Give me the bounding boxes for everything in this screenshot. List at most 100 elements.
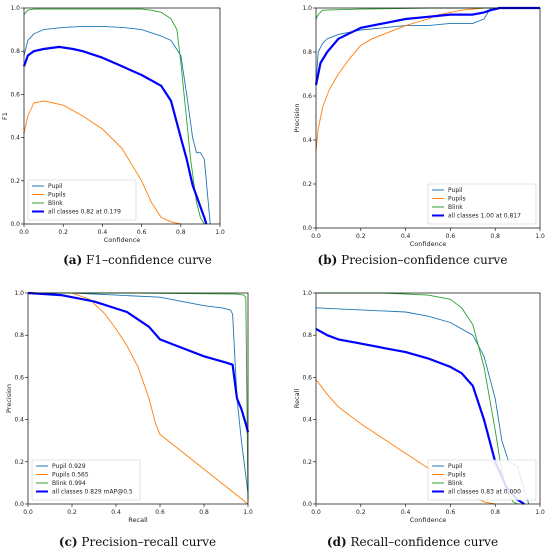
y-tick-label: 0.2 — [10, 178, 20, 185]
caption-tag-a: (a) — [63, 253, 83, 267]
caption-tag-b: (b) — [317, 253, 338, 267]
y-tick-label: 0.8 — [302, 49, 312, 56]
caption-text-b: Precision–confidence curve — [341, 253, 508, 267]
y-tick-label: 1.0 — [302, 5, 312, 12]
y-axis-label: Precision — [5, 384, 13, 413]
x-tick-label: 0.6 — [137, 229, 147, 236]
legend-label-pupil: Pupil — [48, 183, 63, 190]
y-tick-label: 0.8 — [14, 332, 24, 339]
legend-label-pupil: Pupil 0.929 — [52, 463, 86, 470]
x-tick-label: 0.4 — [401, 233, 411, 240]
caption-tag-c: (c) — [58, 535, 78, 549]
x-tick-label: 0.8 — [199, 509, 209, 516]
legend-label-blink: Blink — [48, 200, 63, 207]
legend-box — [31, 459, 141, 501]
x-tick-label: 1.0 — [215, 229, 225, 236]
caption-text-a: F1–confidence curve — [86, 253, 212, 267]
series-line-all — [27, 291, 250, 433]
caption-c: (c) Precision–recall curve — [0, 535, 275, 549]
legend-label-pupils: Pupils — [448, 196, 466, 203]
series-line-pupils — [23, 100, 181, 225]
plot-frame — [315, 7, 541, 229]
caption-d: (d) Recall–confidence curve — [275, 535, 550, 549]
caption-text-c: Precision–recall curve — [81, 535, 217, 549]
chart-1: 0.0 0.2 0.4 0.6 0.8 1.0 0.0 0.2 0.4 0.6 0.8 1.0 Conf… — [1, 5, 225, 244]
y-tick-label: 0.8 — [302, 332, 312, 339]
y-tick-label: 0.4 — [302, 417, 312, 424]
y-tick-label: 0.4 — [10, 135, 20, 142]
y-tick-label: 0.2 — [14, 459, 24, 466]
x-tick-label: 0.0 — [311, 509, 321, 516]
x-tick-label: 0.8 — [490, 233, 500, 240]
y-tick-label: 0.0 — [10, 221, 20, 228]
y-tick-label: 0.6 — [10, 91, 20, 98]
x-tick-label: 0.8 — [490, 509, 500, 516]
x-tick-label: 0.4 — [111, 509, 121, 516]
x-tick-label: 0.0 — [23, 509, 33, 516]
series-line-pupils — [315, 7, 540, 152]
y-axis-label: Recall — [293, 389, 301, 409]
x-tick-label: 0.4 — [98, 229, 108, 236]
series-line-pupil — [23, 25, 211, 225]
y-tick-label: 1.0 — [10, 5, 20, 12]
x-tick-label: 0.4 — [401, 509, 411, 516]
series-line-pupils — [28, 292, 249, 505]
y-tick-label: 0.0 — [302, 225, 312, 232]
x-axis-label: Confidence — [410, 516, 447, 524]
legend-label-blink: Blink 0.994 — [52, 480, 86, 487]
y-tick-label: 0.0 — [302, 501, 312, 508]
y-tick-label: 0.6 — [302, 93, 312, 100]
x-tick-label: 0.8 — [176, 229, 186, 236]
x-tick-label: 1.0 — [535, 233, 545, 240]
chart-2: 0.0 0.2 0.4 0.6 0.8 1.0 0.0 0.2 0.4 0.6 0.8 1.0 Conf… — [293, 5, 545, 248]
legend-box — [427, 183, 537, 225]
x-tick-label: 0.2 — [67, 509, 77, 516]
legend-label-pupil: Pupil — [448, 463, 463, 470]
x-tick-label: 0.2 — [356, 509, 366, 516]
chart-3: 0.0 0.2 0.4 0.6 0.8 1.0 0.0 0.2 0.4 0.6 0.8 1.0 Reca… — [5, 290, 253, 524]
y-tick-label: 0.4 — [14, 417, 24, 424]
y-tick-label: 0.2 — [302, 459, 312, 466]
legend-label-blink: Blink — [448, 480, 463, 487]
x-axis-label: Recall — [128, 516, 148, 524]
y-tick-label: 0.4 — [302, 137, 312, 144]
series-line-all — [314, 6, 540, 86]
x-tick-label: 0.6 — [155, 509, 165, 516]
plot-frame — [23, 7, 221, 225]
caption-text-d: Recall–confidence curve — [350, 535, 499, 549]
legend-label-pupils: Pupils — [48, 192, 66, 199]
plot-frame — [27, 292, 249, 505]
x-tick-label: 0.6 — [446, 233, 456, 240]
caption-tag-d: (d) — [326, 535, 347, 549]
legend-label-all: all classes 0.82 at 0.179 — [48, 209, 121, 216]
x-axis-label: Confidence — [104, 236, 141, 244]
plot-frame — [315, 292, 541, 505]
legend-label-pupil: Pupil — [448, 187, 463, 194]
legend-label-all: all classes 1.00 at 0.817 — [448, 213, 521, 220]
legend-box — [427, 459, 537, 501]
y-tick-label: 0.6 — [14, 374, 24, 381]
y-axis-label: F1 — [1, 112, 9, 120]
series-line-pupil — [28, 292, 249, 494]
chart-4: 0.0 0.2 0.4 0.6 0.8 1.0 0.0 0.2 0.4 0.6 0.8 1.0 Conf… — [293, 290, 545, 524]
caption-b: (b) Precision–confidence curve — [275, 253, 550, 267]
y-tick-label: 1.0 — [302, 290, 312, 297]
legend-label-pupils: Pupils — [448, 472, 466, 479]
legend-box — [27, 179, 137, 221]
legend-label-all: all classes 0.83 at 0.000 — [448, 489, 521, 496]
legend-label-all: all classes 0.829 mAP@0.5 — [52, 489, 133, 496]
y-tick-label: 0.6 — [302, 374, 312, 381]
y-tick-label: 0.0 — [14, 501, 24, 508]
caption-a: (a) F1–confidence curve — [0, 253, 275, 267]
legend-label-blink: Blink — [448, 204, 463, 211]
y-tick-label: 0.2 — [302, 181, 312, 188]
x-axis-label: Confidence — [410, 240, 447, 248]
x-tick-label: 1.0 — [535, 509, 545, 516]
y-axis-label: Precision — [293, 103, 301, 132]
series-line-all — [22, 45, 208, 225]
